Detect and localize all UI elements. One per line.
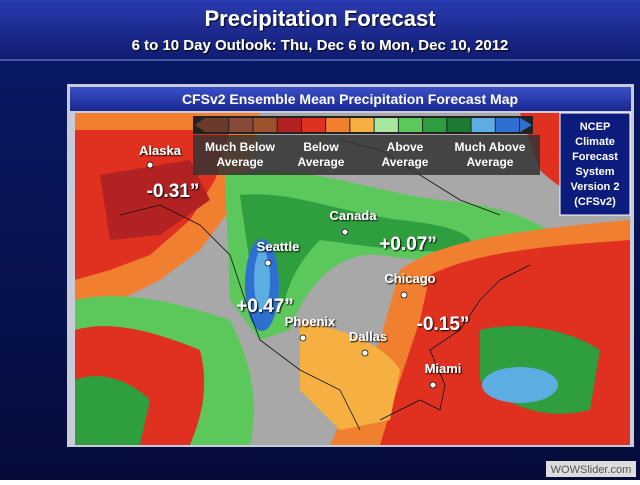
legend-swatch — [447, 118, 471, 132]
legend-swatch — [205, 118, 229, 132]
city-label: Seattle — [257, 239, 300, 254]
watermark: WOWSlider.com — [551, 464, 632, 476]
legend-arrow-left — [195, 118, 205, 132]
city-labels: Alaska Canada Seattle Chicago Phoenix Dallas M… — [139, 143, 462, 389]
city-dot — [299, 334, 307, 342]
anomaly-label: +0.47” — [236, 296, 294, 317]
source-box — [559, 112, 631, 216]
city-label: Dallas — [349, 329, 387, 344]
city-dot — [429, 381, 437, 389]
legend-label: Above — [387, 140, 424, 154]
legend-swatch — [253, 118, 277, 132]
legend-swatch — [374, 118, 398, 132]
legend-swatch — [495, 118, 519, 132]
legend-swatch — [301, 118, 326, 132]
legend-swatch — [326, 118, 350, 132]
map — [75, 113, 630, 445]
legend-label: Average — [467, 155, 514, 169]
legend-colors — [195, 118, 532, 132]
city-label: Canada — [330, 208, 378, 223]
source-line: Version 2 — [571, 181, 620, 193]
source-line: NCEP — [580, 121, 611, 133]
legend-label: Much Above — [455, 140, 526, 154]
anomaly-label: +0.07” — [379, 234, 437, 255]
legend-label: Average — [217, 155, 264, 169]
anomaly-labels: -0.31” +0.07” +0.47” -0.15” — [147, 181, 470, 335]
legend-swatch — [471, 118, 495, 132]
city-label: Alaska — [139, 143, 182, 158]
city-dot — [400, 291, 408, 299]
header-band — [0, 0, 640, 60]
panel-title-bar — [70, 87, 631, 111]
anomaly-label: -0.31” — [147, 181, 200, 202]
title: Precipitation Forecast — [204, 6, 436, 31]
legend-label-box — [193, 135, 540, 175]
source-line: (CFSv2) — [574, 196, 616, 208]
legend-swatch — [277, 118, 301, 132]
source-line: Climate — [575, 136, 615, 148]
legend-label: Below — [303, 140, 339, 154]
legend-labels: Much BelowAverageBelowAverageAboveAverag… — [205, 140, 526, 169]
city-label: Chicago — [384, 271, 435, 286]
legend-swatch — [350, 118, 374, 132]
legend-label: Average — [298, 155, 345, 169]
legend-label: Much Below — [205, 140, 276, 154]
city-dot — [146, 161, 154, 169]
legend-label: Average — [382, 155, 429, 169]
source-text: NCEP Climate Forecast System Version 2 (CFSv2… — [571, 121, 620, 208]
anomaly-label: -0.15” — [417, 314, 470, 335]
subtitle: 6 to 10 Day Outlook: Thu, Dec 6 to Mon, … — [132, 37, 509, 54]
watermark-box — [546, 461, 636, 477]
city-label: Phoenix — [285, 314, 336, 329]
source-line: System — [575, 166, 614, 178]
legend-arrow-right — [520, 118, 532, 132]
map-title: CFSv2 Ensemble Mean Precipitation Foreca… — [182, 91, 518, 107]
city-label: Miami — [425, 361, 462, 376]
city-dot — [361, 349, 369, 357]
city-dot — [264, 259, 272, 267]
city-dot — [341, 228, 349, 236]
source-line: Forecast — [572, 151, 618, 163]
legend-swatch — [423, 118, 447, 132]
legend-swatch — [398, 118, 423, 132]
legend-swatch — [229, 118, 253, 132]
